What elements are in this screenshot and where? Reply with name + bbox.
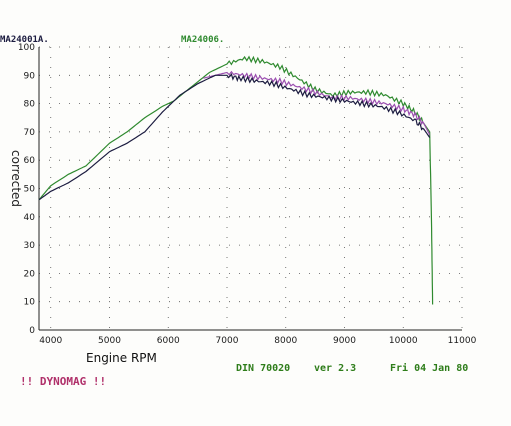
run-b-header: MA24006. xyxy=(181,35,224,45)
y-tick-label: 30 xyxy=(24,241,36,251)
x-tick-label: 6000 xyxy=(157,336,180,346)
din-standard: DIN 70020 xyxy=(236,363,290,374)
x-tick-label: 9000 xyxy=(333,336,356,346)
x-tick-label: 10000 xyxy=(389,336,418,346)
series-line-purple xyxy=(203,70,431,135)
series-line-ma24006 xyxy=(38,55,434,305)
y-tick-label: 10 xyxy=(24,298,36,308)
series-line-ma24001a xyxy=(38,72,431,201)
brand-label: !! DYNOMAG !! xyxy=(20,375,106,388)
x-tick-label: 8000 xyxy=(274,336,297,346)
x-tick-labels: 4000 5000 6000 7000 8000 9000 10000 11000 xyxy=(39,336,476,346)
series-lines xyxy=(38,55,434,305)
y-tick-label: 40 xyxy=(24,213,36,223)
x-tick-label: 7000 xyxy=(216,336,239,346)
x-tick-label: 5000 xyxy=(98,336,121,346)
x-axis-label: Engine RPM xyxy=(86,351,157,365)
y-tick-label: 90 xyxy=(24,71,36,81)
x-tick-label: 11000 xyxy=(448,336,477,346)
y-tick-label: 20 xyxy=(24,269,36,279)
grid xyxy=(39,46,463,330)
y-tick-label: 70 xyxy=(24,128,36,138)
y-tick-label: 50 xyxy=(24,185,36,195)
y-tick-labels: 0 10 20 30 40 50 60 70 80 90 100 xyxy=(18,43,35,336)
software-version: ver 2.3 xyxy=(314,363,356,374)
y-tick-label: 60 xyxy=(24,156,36,166)
y-tick-label: 100 xyxy=(18,43,35,53)
x-tick-label: 4000 xyxy=(39,336,62,346)
y-tick-label: 80 xyxy=(24,100,36,110)
y-tick-label: 0 xyxy=(29,326,35,336)
test-date: Fri 04 Jan 80 xyxy=(390,362,468,374)
y-axis-label: corrected xyxy=(9,150,23,207)
run-a-header: MA24001A. xyxy=(0,35,49,45)
